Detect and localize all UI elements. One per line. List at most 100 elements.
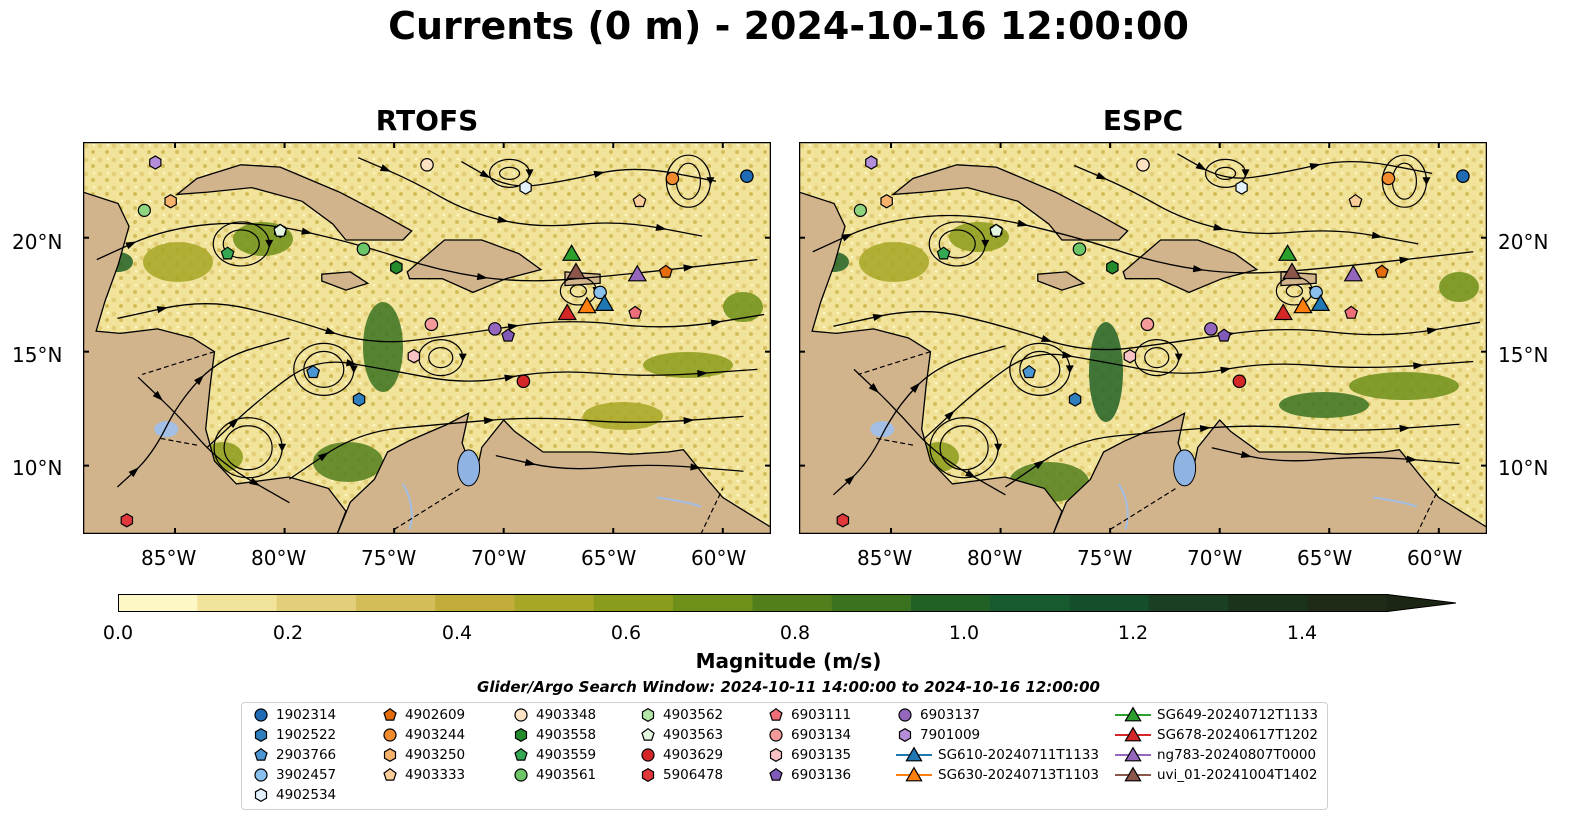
country-border [1109, 487, 1177, 530]
marker-4903333 [632, 193, 647, 208]
land-mass [406, 239, 543, 294]
marker-7901009 [149, 155, 162, 170]
legend-label: SG649-20240712T1133 [1157, 707, 1318, 723]
lat-label-10n-right: 10°N [1498, 456, 1549, 480]
marker-6903135 [1123, 349, 1137, 364]
marker-6903137 [488, 322, 502, 336]
marker-4903250 [164, 194, 177, 209]
legend-item: 4902609 [381, 705, 465, 725]
legend-item: 7901009 [896, 725, 980, 745]
legend-marker-circle [514, 708, 528, 722]
current-speed-patch [859, 242, 929, 282]
map-frame [83, 142, 771, 534]
legend-item: 5906478 [639, 765, 723, 785]
rtofs-current-map [83, 142, 771, 534]
streamline-arrow [965, 469, 977, 479]
streamline-arrow [844, 475, 856, 486]
legend-label: 4902609 [405, 707, 466, 723]
colorbar-tick: 0.6 [610, 622, 642, 644]
legend-marker-pentagon [514, 747, 528, 761]
marker-4902609 [1374, 264, 1389, 278]
marker-6903134 [424, 317, 439, 332]
country-border [393, 487, 461, 530]
current-speed-patch [363, 302, 403, 392]
streamline-arrow [1199, 424, 1211, 433]
streamline-arrow [841, 233, 853, 242]
marker-sg678-20240617t1202 [557, 303, 577, 321]
streamline-arrow [278, 443, 287, 452]
legend-item: 4903333 [381, 765, 465, 785]
lat-label-20n: 20°N [12, 230, 63, 254]
legend-label: 4903559 [536, 747, 597, 763]
marker-6903136 [501, 328, 516, 342]
marker-4903244 [1381, 171, 1396, 186]
eddy-streamline [939, 425, 989, 471]
marker-4903562 [137, 203, 151, 217]
streamline-arrow [1195, 161, 1207, 171]
marker-3902457 [593, 285, 607, 300]
legend-item: SG678-20240617T1202 [1115, 725, 1318, 745]
marker-sg610-20240711t1133 [1310, 294, 1331, 311]
streamline-arrow [683, 264, 695, 272]
marker-uvi_01-20241004t1402 [1282, 262, 1302, 280]
legend-label: SG630-20240713T1103 [938, 767, 1099, 783]
colorbar-tick: 0.0 [102, 622, 134, 644]
legend-item: 4903629 [639, 745, 723, 765]
legend-marker-pentagon [641, 727, 655, 741]
lon-label-65w-espc: 65°W [1297, 546, 1353, 570]
marker-uvi_01-20241004t1402 [566, 262, 586, 280]
magnitude-colorbar [118, 594, 1458, 624]
legend-marker-hexagon [254, 788, 268, 802]
legend-marker-triangle [1124, 726, 1142, 742]
legend-label: 4903561 [536, 767, 597, 783]
legend-label: 1902314 [276, 707, 337, 723]
streamline-arrow [379, 164, 392, 172]
marker-1902314 [740, 169, 754, 183]
streamline-arrow [1241, 169, 1250, 178]
legend-item: 4903561 [512, 765, 596, 785]
marker-4903562 [853, 203, 867, 217]
country-border [1416, 488, 1440, 534]
land-mass [336, 411, 771, 534]
land-mass [1052, 411, 1487, 534]
legend-label: SG610-20240711T1133 [938, 747, 1099, 763]
lon-label-75w-espc: 75°W [1077, 546, 1133, 570]
search-window-caption: Glider/Argo Search Window: 2024-10-11 14… [477, 678, 1100, 696]
lat-label-20n-right: 20°N [1498, 230, 1549, 254]
espc-current-map [799, 142, 1487, 534]
colorbar-bin [1228, 594, 1309, 612]
colorbar-bin [355, 594, 436, 612]
land-mass [321, 271, 370, 291]
legend-item: 4903348 [512, 705, 596, 725]
marker-4903244 [665, 171, 680, 186]
streamline-arrow [1309, 163, 1321, 171]
legend-label: 7901009 [920, 727, 981, 743]
marker-4903333 [1348, 193, 1363, 208]
river [1372, 496, 1418, 508]
colorbar-tick: 0.8 [779, 622, 811, 644]
legend-label: 2903766 [276, 747, 337, 763]
country-border [700, 488, 724, 534]
legend-marker-circle [641, 748, 655, 762]
legend-label: 3902457 [276, 767, 337, 783]
streamline [137, 376, 290, 504]
legend-label: 6903137 [920, 707, 981, 723]
legend-marker-circle [514, 768, 528, 782]
colorbar-label: Magnitude (m/s) [695, 649, 882, 673]
marker-sg649-20240712t1133 [1277, 244, 1298, 261]
streamline-arrow [249, 477, 261, 487]
legend-marker-circle [769, 728, 783, 742]
land-mass [175, 164, 413, 241]
eddy-streamline [938, 229, 976, 259]
streamline-arrow [1213, 223, 1225, 231]
platform-legend: 1902314 1902522 2903766 3902457 4902534 49026… [241, 702, 1328, 810]
lon-label-65w: 65°W [581, 546, 637, 570]
legend-item: 1902522 [252, 725, 336, 745]
marker-2903766 [1022, 364, 1037, 379]
marker-ng783-20240807t0000 [1343, 264, 1364, 282]
marker-5906478 [836, 513, 850, 528]
streamline-arrow [479, 169, 491, 179]
eddy-streamline [1214, 166, 1237, 180]
river [402, 483, 413, 530]
streamline-arrow [125, 241, 137, 250]
